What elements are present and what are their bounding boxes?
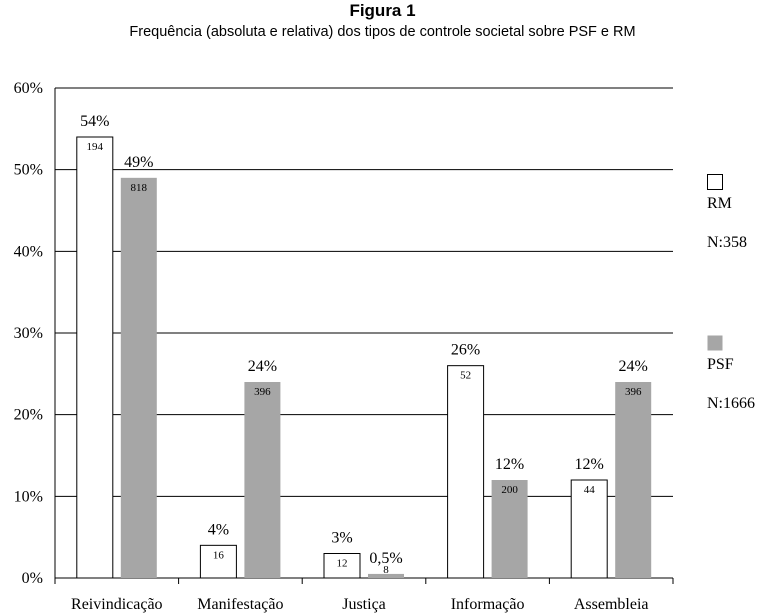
y-tick-label: 50% — [14, 162, 43, 179]
count-label: 52 — [460, 370, 471, 382]
count-label: 396 — [625, 386, 642, 398]
count-label: 16 — [213, 549, 225, 561]
x-tick-label: Reivindicação — [71, 596, 163, 613]
count-label: 818 — [131, 182, 148, 194]
x-tick-label: Assembleia — [574, 596, 649, 613]
legend-n-label: N:1666 — [707, 395, 755, 412]
x-tick-label: Informação — [451, 596, 525, 613]
percent-label: 3% — [331, 530, 352, 547]
count-label: 396 — [254, 386, 271, 398]
legend-label: RM — [707, 195, 732, 212]
count-label: 8 — [383, 564, 389, 576]
count-label: 44 — [584, 484, 596, 496]
bar-psf — [615, 382, 652, 578]
y-tick-label: 60% — [14, 80, 43, 97]
bar-rm — [447, 365, 485, 579]
percent-label: 0,5% — [369, 550, 402, 567]
legend-swatch-psf — [707, 335, 723, 351]
percent-label: 12% — [495, 456, 524, 473]
bar-psf — [368, 573, 404, 578]
bar-psf — [491, 480, 528, 578]
bar-rm — [323, 553, 361, 579]
y-tick-label: 10% — [14, 488, 43, 505]
count-label: 194 — [87, 141, 104, 153]
percent-label: 4% — [208, 521, 229, 538]
count-label: 12 — [337, 558, 348, 570]
percent-label: 49% — [124, 154, 153, 171]
legend-swatch-rm — [707, 174, 723, 190]
chart-subtitle: Frequência (absoluta e relativa) dos tip… — [129, 24, 636, 40]
percent-label: 12% — [575, 456, 604, 473]
percent-label: 24% — [248, 358, 277, 375]
percent-label: 26% — [451, 342, 480, 359]
y-tick-label: 30% — [14, 325, 43, 342]
y-tick-label: 20% — [14, 407, 43, 424]
bar-psf — [120, 177, 157, 579]
percent-label: 54% — [80, 113, 109, 130]
bar-psf — [244, 382, 281, 578]
bar-rm — [199, 544, 237, 579]
bar-rm — [76, 136, 114, 579]
legend-label: PSF — [707, 356, 734, 373]
y-tick-label: 40% — [14, 243, 43, 260]
bar-rm — [570, 479, 608, 579]
figure-title: Figura 1 — [349, 1, 416, 20]
percent-label: 24% — [619, 358, 648, 375]
x-tick-label: Manifestação — [197, 596, 283, 613]
legend-n-label: N:358 — [707, 234, 747, 251]
y-tick-label: 0% — [22, 570, 43, 587]
count-label: 200 — [501, 484, 518, 496]
x-tick-label: Justiça — [342, 596, 386, 613]
